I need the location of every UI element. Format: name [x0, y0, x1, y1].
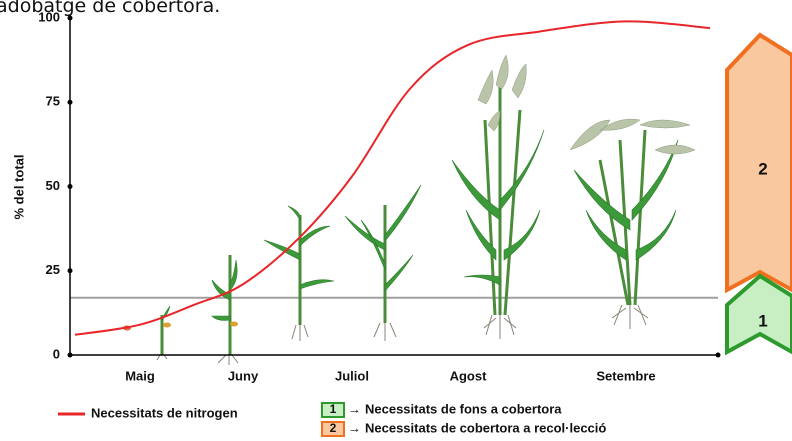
y-tick-label: 50: [46, 178, 60, 193]
x-tick-label: Agost: [450, 368, 488, 383]
page: adobatge de cobertora. % del total 2 1 N…: [0, 0, 792, 441]
y-tick: [68, 16, 73, 21]
phase-label: 2: [758, 159, 767, 178]
chart-title: adobatge de cobertora.: [0, 0, 220, 17]
y-tick: [68, 100, 73, 105]
y-tick-label: 100: [38, 9, 60, 24]
y-tick: [68, 268, 73, 273]
axis-end: [716, 353, 721, 358]
y-tick-label: 0: [53, 346, 60, 361]
legend-label: Necessitats de cobertora a recol·lecció: [365, 420, 606, 435]
y-tick-label: 75: [46, 94, 60, 109]
nitrogen-line: [75, 21, 710, 334]
phase-label: 1: [758, 311, 767, 330]
y-tick: [68, 184, 73, 189]
y-tick: [68, 353, 73, 358]
x-tick-label: Juliol: [335, 368, 369, 383]
legend-key: 2: [330, 421, 337, 435]
legend-label: Necessitats de nitrogen: [91, 405, 238, 420]
x-tick-label: Juny: [228, 368, 259, 383]
legend-arrow: →: [348, 401, 361, 416]
legend-key: 1: [330, 402, 337, 416]
x-tick-label: Setembre: [596, 368, 655, 383]
y-tick-label: 25: [46, 262, 60, 277]
chart: adobatge de cobertora. % del total 2 1 N…: [0, 0, 792, 441]
plant-illustrations: [123, 55, 695, 365]
legend-label: Necessitats de fons a cobertora: [365, 401, 562, 416]
x-tick-label: Maig: [125, 368, 155, 383]
legend-arrow: →: [348, 420, 361, 435]
y-axis-label: % del total: [11, 154, 26, 219]
